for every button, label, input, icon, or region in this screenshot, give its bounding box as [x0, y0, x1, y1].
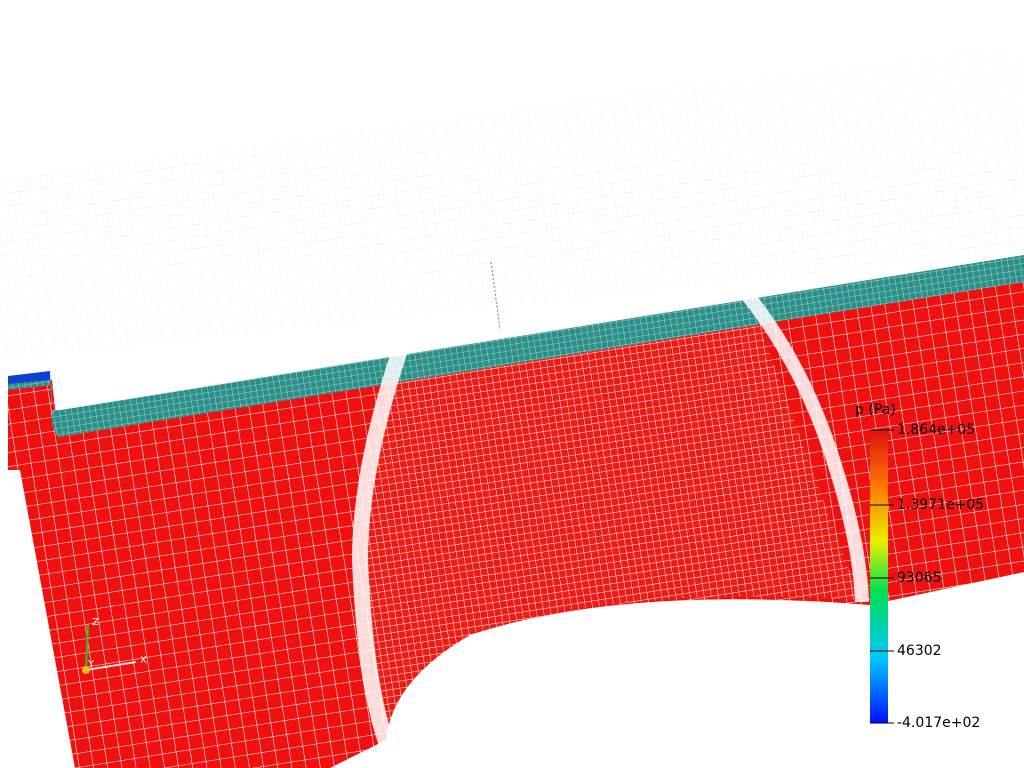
axis-z: [85, 624, 89, 671]
axis-label: Z: [92, 617, 99, 628]
axis-label: Y: [87, 659, 95, 670]
axis-x: [85, 661, 137, 671]
colorbar-title: p (Pa): [855, 402, 896, 418]
colorbar-label: 1.3971e+05: [897, 497, 984, 513]
colorbar: p (Pa) 1.864e+05 1.3971e+05 93065 46302 …: [855, 402, 984, 731]
colorbar-label: 1.864e+05: [897, 422, 975, 438]
axis-origin: [82, 666, 90, 674]
teal-band: [8, 255, 1024, 437]
sky-fade: [0, 40, 1024, 360]
blue-corner: [8, 371, 50, 384]
axis-label: X: [140, 655, 147, 666]
dense-band-right: [739, 287, 869, 603]
colorbar-label: 46302: [897, 643, 942, 659]
mesh-refined: [360, 300, 860, 740]
colorbar-label: 93065: [897, 570, 942, 586]
dense-band-left: [351, 347, 408, 745]
axes-triad: Z Y X: [82, 617, 147, 674]
colorbar-gradient: [870, 430, 888, 723]
colorbar-label: -4.017e+02: [897, 715, 980, 731]
dense-band-top: [419, 289, 741, 351]
probe-line: [490, 261, 501, 331]
